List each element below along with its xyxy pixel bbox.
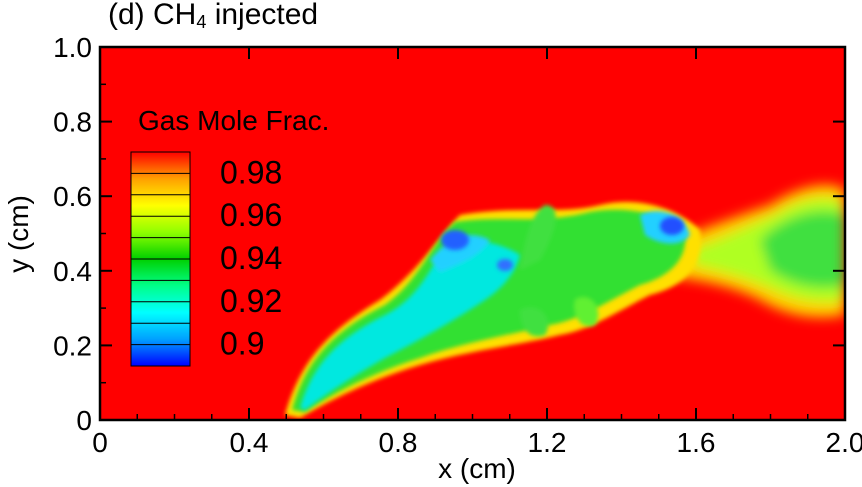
- x-axis-label: x (cm): [438, 453, 516, 484]
- y-tick-label: 0.2: [53, 330, 92, 361]
- colorbar-title: Gas Mole Frac.: [138, 105, 329, 136]
- x-tick-label: 2.0: [826, 427, 862, 458]
- x-tick-label: 0.8: [379, 427, 418, 458]
- y-tick-label: 1.0: [53, 32, 92, 63]
- x-tick-label: 0.4: [230, 427, 269, 458]
- colorbar-tick-label: 0.92: [220, 283, 282, 319]
- y-tick-label: 0.4: [53, 256, 92, 287]
- y-tick-label: 0.8: [53, 107, 92, 138]
- y-tick-label: 0.6: [53, 181, 92, 212]
- downstream-plume: [650, 185, 845, 318]
- colorbar-tick-label: 0.98: [220, 154, 282, 190]
- y-axis-label: y (cm): [3, 195, 34, 273]
- x-tick-label: 1.2: [528, 427, 567, 458]
- colorbar-tick-label: 0.96: [220, 197, 282, 233]
- colorbar-ticks: 0.98 0.96 0.94 0.92 0.9: [131, 154, 282, 362]
- x-tick-label: 0: [92, 427, 108, 458]
- x-tick-label: 1.6: [677, 427, 716, 458]
- colorbar-tick-label: 0.94: [220, 240, 282, 276]
- x-axis-ticks: 0 0.4 0.8 1.2 1.6 2.0: [92, 47, 862, 458]
- y-tick-label: 0: [76, 405, 92, 436]
- jet-blue-spots: [441, 217, 684, 271]
- field-structures: [285, 185, 845, 418]
- colorbar-tick-label: 0.9: [220, 326, 264, 362]
- chart-title: (d) CH4 injected: [108, 0, 319, 32]
- jet-green-region: [292, 205, 686, 412]
- y-axis-ticks: 0 0.2 0.4 0.6 0.8 1.0: [53, 32, 845, 436]
